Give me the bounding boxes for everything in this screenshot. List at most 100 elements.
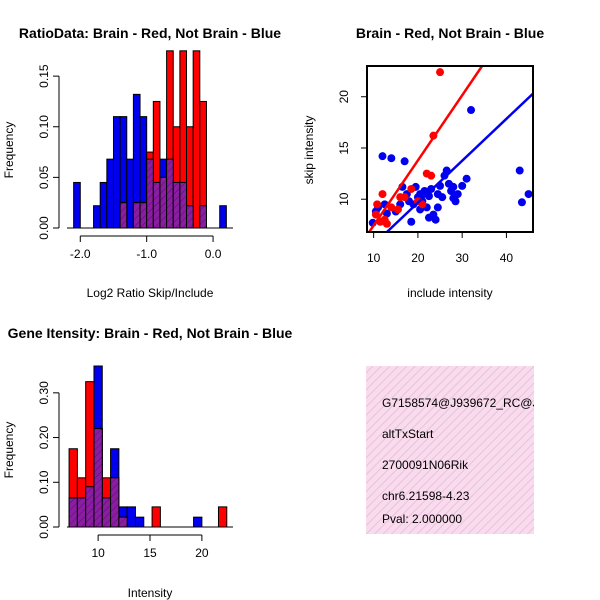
ratio-hist-xlabel: Log2 Ratio Skip/Include <box>87 286 214 300</box>
scatter-point-red <box>393 205 402 214</box>
intensity-hist-overlap-bar <box>118 516 128 528</box>
scatter-x-tick-label: 40 <box>500 251 514 265</box>
scatter-frame <box>366 65 534 233</box>
scatter-point-blue <box>433 203 442 212</box>
scatter-point-blue <box>517 198 526 207</box>
ratio-hist-title: RatioData: Brain - Red, Not Brain - Blue <box>19 25 281 41</box>
scatter-fit-line-blue <box>386 92 533 232</box>
ratio-hist-overlap-bar <box>199 205 207 229</box>
info-text-clip: G7158574@J939672_RC@J939672_RC altTxStar… <box>382 396 600 526</box>
scatter-marks <box>368 66 533 232</box>
intensity-hist-red-bar <box>217 506 228 528</box>
scatter-xlabel: include intensity <box>407 286 492 300</box>
scatter-point-red <box>427 171 436 180</box>
scatter-point-red <box>387 203 396 212</box>
intensity-hist-overlap-bar <box>110 477 120 528</box>
scatter-ylabel: skip intensity <box>302 116 316 185</box>
scatter-point-blue <box>387 154 396 163</box>
info-hatching <box>366 366 534 534</box>
ratio-hist-blue-bar <box>112 116 121 229</box>
scatter-panel: Brain - Red, Not Brain - Blue 10 20 30 40 10… <box>302 25 544 300</box>
ratio-hist-y-tick-label: 0.05 <box>37 165 51 189</box>
intensity-hist-title: Gene Itensity: Brain - Red, Not Brain - … <box>8 325 293 341</box>
ratio-hist-overlap-bar <box>139 202 148 229</box>
scatter-y-tick-label: 20 <box>337 90 351 104</box>
scatter-fit-line-red <box>368 66 484 232</box>
intensity-hist-x-tick-label: 20 <box>195 546 209 560</box>
intensity-hist-y-tick-label: 0.20 <box>37 426 51 450</box>
scatter-point-blue <box>407 217 416 226</box>
scatter-point-blue <box>458 181 467 190</box>
info-panel: G7158574@J939672_RC@J939672_RC altTxStar… <box>366 366 600 534</box>
intensity-hist-x-tick-label: 10 <box>91 546 105 560</box>
intensity-hist-overlap-bar <box>85 486 95 528</box>
intensity-histogram-panel: Gene Itensity: Brain - Red, Not Brain - … <box>2 325 293 600</box>
ratio-hist-blue-bar <box>219 205 227 229</box>
ratio-hist-overlap-bar <box>132 202 141 229</box>
scatter-point-blue <box>449 182 458 191</box>
ratio-hist-blue-bar <box>106 158 114 229</box>
ratio-hist-overlap-bar <box>172 181 181 229</box>
scatter-point-blue <box>467 106 476 115</box>
scatter-point-blue <box>524 190 533 199</box>
scatter-point-red <box>418 200 427 209</box>
intensity-hist-bars <box>67 365 233 528</box>
scatter-x-tick-label: 10 <box>367 251 381 265</box>
ratio-hist-bars <box>67 50 233 229</box>
intensity-hist-overlap-bar <box>101 497 112 528</box>
scatter-point-red <box>407 184 416 193</box>
intensity-hist-red-bar <box>151 506 161 528</box>
ratio-hist-y-tick-label: 0.00 <box>37 216 51 240</box>
intensity-hist-overlap-bar <box>76 497 87 528</box>
ratio-hist-y-tick-label: 0.10 <box>37 115 51 139</box>
scatter-point-blue <box>462 174 471 183</box>
intensity-hist-y-tick-label: 0.10 <box>37 470 51 494</box>
ratio-hist-blue-bar <box>73 181 81 229</box>
scatter-point-red <box>378 190 387 199</box>
scatter-point-blue <box>400 157 409 166</box>
ratio-hist-blue-bar <box>99 181 108 229</box>
ratio-hist-overlap-bar <box>119 202 128 229</box>
ratio-histogram-panel: RatioData: Brain - Red, Not Brain - Blue… <box>2 25 281 300</box>
intensity-hist-y-tick-label: 0.30 <box>37 381 51 405</box>
scatter-point-blue <box>424 213 433 222</box>
scatter-y-tick-label: 10 <box>337 192 351 206</box>
info-location: chr6.21598-4.23 <box>382 489 470 503</box>
intensity-hist-overlap-bar <box>68 497 78 528</box>
info-gene-name: 2700091N06Rik <box>382 458 469 472</box>
ratio-hist-overlap-bar <box>152 181 161 229</box>
intensity-hist-overlap-bar <box>93 428 103 528</box>
scatter-x-tick-label: 30 <box>455 251 469 265</box>
scatter-point-blue <box>378 152 387 161</box>
scatter-point-blue <box>382 209 391 218</box>
intensity-hist-blue-bar <box>193 516 203 528</box>
ratio-hist-x-tick-label: 0.0 <box>205 247 222 261</box>
scatter-title: Brain - Red, Not Brain - Blue <box>356 25 544 41</box>
intensity-hist-y-tick-label: 0.00 <box>37 515 51 539</box>
ratio-hist-blue-bar <box>126 158 134 229</box>
scatter-point-blue <box>438 193 447 202</box>
ratio-hist-y-tick-label: 0.15 <box>37 64 51 88</box>
ratio-hist-ylabel: Frequency <box>2 122 16 179</box>
scatter-point-red <box>373 200 382 209</box>
info-pval: Pval: 2.000000 <box>382 512 462 526</box>
scatter-point-red <box>382 219 391 228</box>
ratio-hist-x-tick-label: -2.0 <box>70 247 91 261</box>
scatter-point-red <box>400 193 409 202</box>
scatter-point-blue <box>515 166 524 175</box>
info-gene-id: G7158574@J939672_RC@J939672_RC <box>382 396 600 410</box>
intensity-hist-x-tick-label: 15 <box>143 546 157 560</box>
ratio-hist-overlap-bar <box>159 176 168 229</box>
ratio-hist-red-bar <box>192 50 201 229</box>
scatter-point-red <box>436 68 445 77</box>
scatter-x-tick-label: 20 <box>411 251 425 265</box>
scatter-y-tick-label: 15 <box>337 141 351 155</box>
scatter-point-blue <box>416 190 425 199</box>
scatter-point-blue <box>449 194 458 203</box>
intensity-hist-ylabel: Frequency <box>2 422 16 479</box>
ratio-hist-x-tick-label: -1.0 <box>136 247 157 261</box>
ratio-hist-blue-bar <box>93 205 101 229</box>
ratio-hist-overlap-bar <box>166 158 174 229</box>
